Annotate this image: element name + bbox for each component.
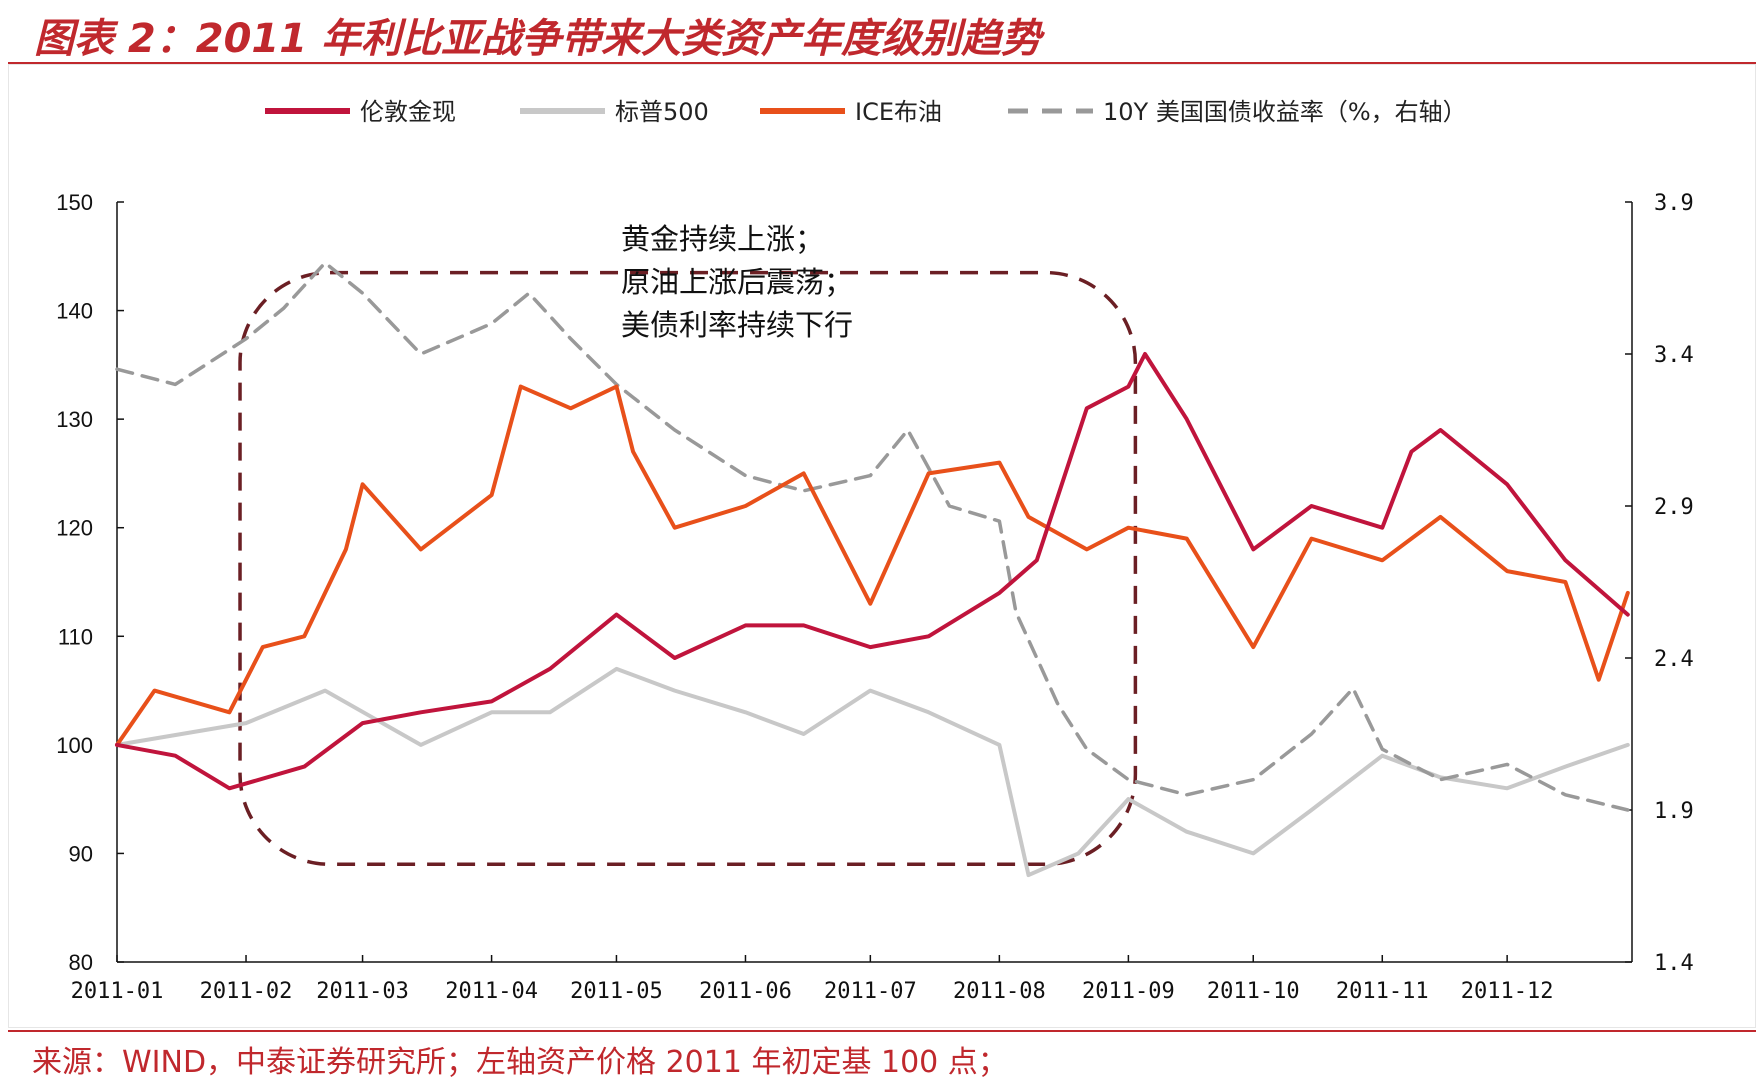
series-line-gold-spot [115,352,1630,791]
y-left-tick-label: 90 [69,841,93,866]
y-left-tick-label: 120 [56,516,93,541]
series-line-sp500 [115,666,1630,878]
series-line-brent-oil [115,384,1630,747]
y-left-tick-label: 130 [56,407,93,432]
y-right-tick-label: 1.9 [1654,799,1694,824]
chart-title: 图表 2：2011 年利比亚战争带来大类资产年度级别趋势 [34,16,1042,62]
legend-label: 标普500 [615,98,709,126]
legend-label: 伦敦金现 [360,98,456,126]
y-left-tick-label: 80 [69,950,93,975]
chart-frame [8,64,1756,1028]
annotation-box [238,270,1138,867]
x-tick-label: 2011-03 [316,979,409,1004]
x-tick-label: 2011-12 [1461,979,1554,1004]
x-tick-label: 2011-04 [445,979,538,1004]
x-tick-label: 2011-07 [824,979,917,1004]
footer-rule [8,1030,1756,1032]
annotation-line: 黄金持续上涨； [621,222,824,256]
y-left-tick-label: 100 [56,733,93,758]
x-tick-label: 2011-06 [699,979,792,1004]
legend-label: 10Y 美国国债收益率（%，右轴） [1103,98,1467,126]
legend: 伦敦金现 标普500 ICE布油 10Y 美国国债收益率（%，右轴） [265,98,1467,126]
y-right-tick-label: 3.4 [1654,343,1694,368]
x-tick-label: 2011-09 [1082,979,1175,1004]
x-tick-label: 2011-10 [1207,979,1300,1004]
legend-label: ICE布油 [855,98,942,126]
x-tick-label: 2011-01 [71,979,164,1004]
y-left-tick-label: 150 [56,190,93,215]
annotation-text: 黄金持续上涨； 原油上涨后震荡； 美债利率持续下行 [621,222,853,342]
annotation-line: 原油上涨后震荡； [621,265,853,299]
y-right-tick-label: 3.9 [1654,191,1694,216]
series-line-us10y-yield [115,261,1630,812]
x-tick-label: 2011-11 [1336,979,1429,1004]
x-tick-label: 2011-02 [200,979,293,1004]
annotation-line: 美债利率持续下行 [621,308,853,342]
source-note: 来源：WIND，中泰证券研究所；左轴资产价格 2011 年初定基 100 点； [32,1045,1008,1080]
y-right-tick-label: 2.9 [1654,495,1694,520]
title-rule [8,62,1756,64]
y-left-tick-label: 110 [58,624,93,649]
x-tick-label: 2011-08 [953,979,1046,1004]
axes: 80 90 100 110 120 130 140 150 1.4 1.9 2.4 2.9 3.4 3.9… [56,190,1693,1004]
annotation-box-outline [238,270,1138,867]
series-group [115,261,1630,878]
y-left-tick-label: 140 [56,299,93,324]
x-tick-label: 2011-05 [570,979,663,1004]
y-right-tick-label: 2.4 [1654,647,1694,672]
y-right-tick-label: 1.4 [1654,951,1694,976]
